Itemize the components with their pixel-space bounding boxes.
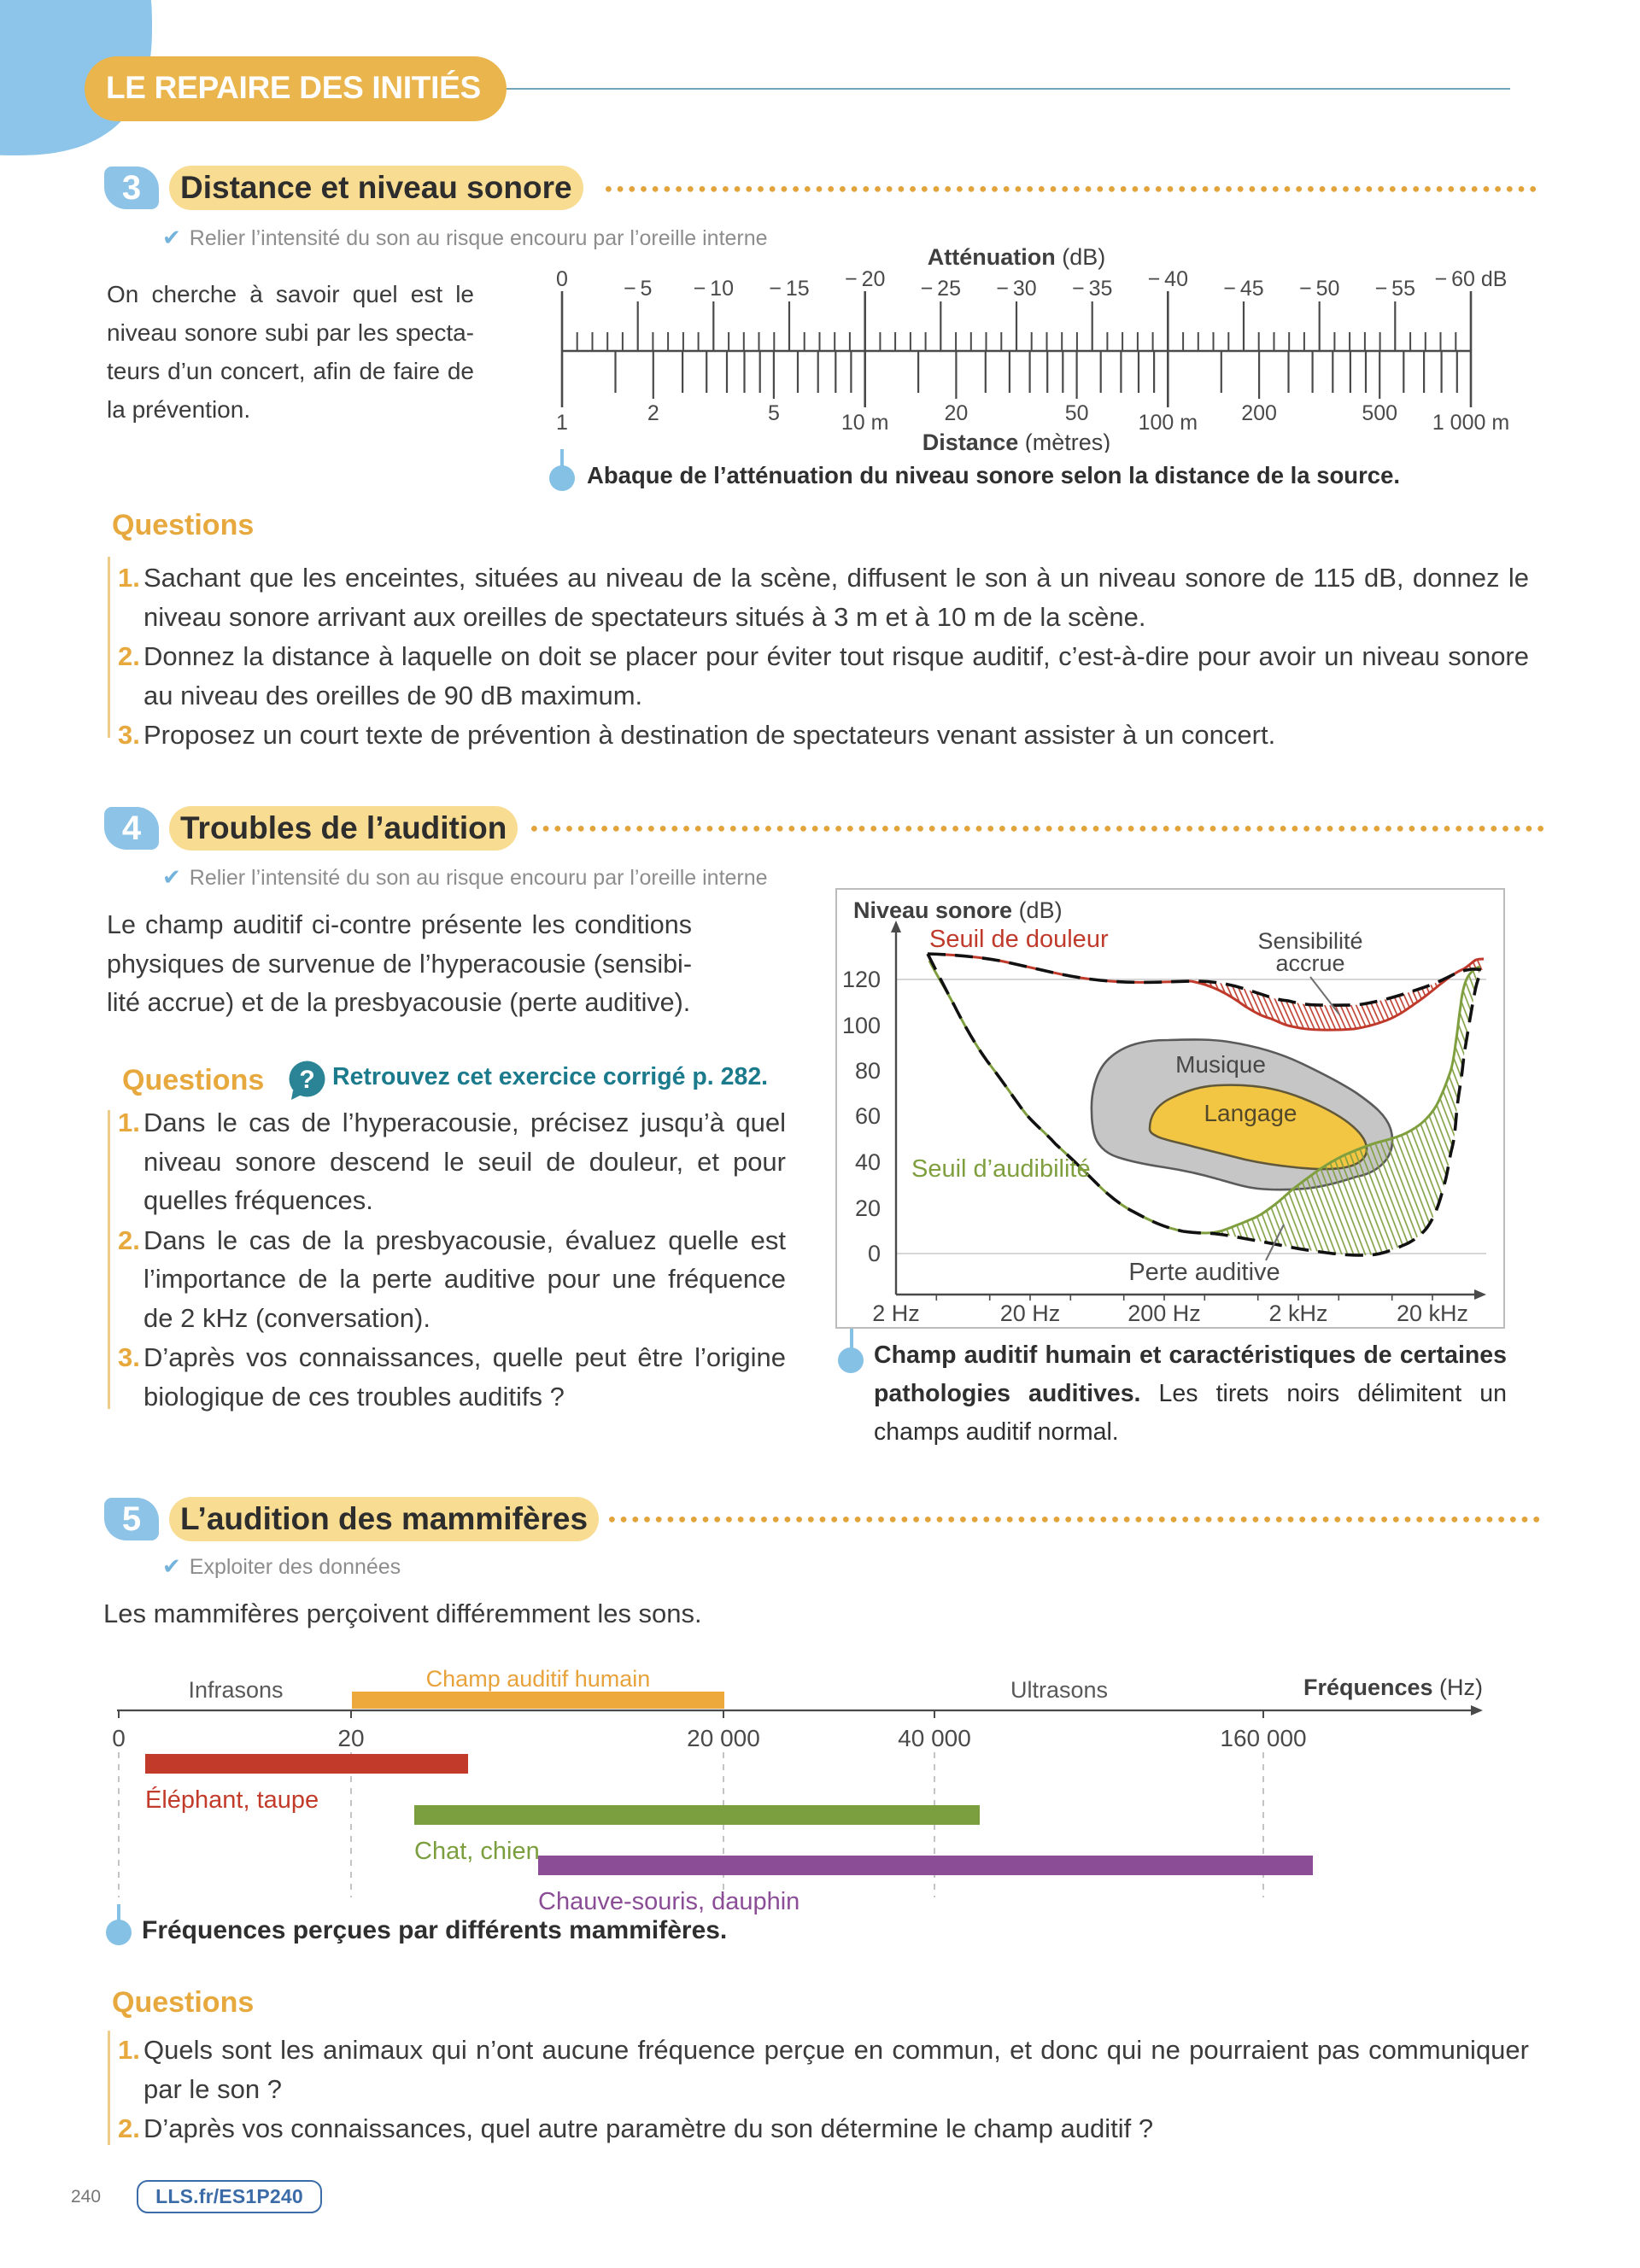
svg-text:10 m: 10 m bbox=[841, 411, 889, 435]
svg-text:Seuil d’audibilité: Seuil d’audibilité bbox=[911, 1155, 1091, 1183]
svg-text:20 Hz: 20 Hz bbox=[1000, 1301, 1061, 1326]
svg-text:Ultrasons: Ultrasons bbox=[1010, 1677, 1108, 1703]
svg-text:Chauve-souris, dauphin: Chauve-souris, dauphin bbox=[538, 1888, 800, 1915]
svg-text:Seuil de douleur: Seuil de douleur bbox=[929, 926, 1109, 953]
svg-text:200: 200 bbox=[1241, 401, 1277, 425]
svg-text:− 10: − 10 bbox=[694, 277, 734, 301]
svg-text:− 55: − 55 bbox=[1375, 277, 1415, 301]
svg-text:− 15: − 15 bbox=[769, 277, 809, 301]
svg-text:Distance (mètres): Distance (mètres) bbox=[922, 430, 1111, 453]
svg-text:0: 0 bbox=[556, 267, 568, 291]
svg-text:2 Hz: 2 Hz bbox=[872, 1301, 920, 1326]
svg-text:Perte auditive: Perte auditive bbox=[1128, 1259, 1280, 1286]
svg-text:1: 1 bbox=[556, 411, 568, 435]
svg-text:Langage: Langage bbox=[1204, 1100, 1297, 1126]
svg-text:0: 0 bbox=[112, 1725, 126, 1751]
svg-text:2: 2 bbox=[647, 401, 659, 425]
svg-text:Infrasons: Infrasons bbox=[188, 1677, 283, 1703]
svg-text:− 25: − 25 bbox=[921, 277, 961, 301]
svg-text:100: 100 bbox=[842, 1013, 881, 1038]
svg-text:1 000 m: 1 000 m bbox=[1432, 411, 1509, 435]
svg-text:Chat, chien: Chat, chien bbox=[414, 1838, 540, 1865]
svg-text:Musique: Musique bbox=[1175, 1051, 1266, 1078]
svg-text:500: 500 bbox=[1362, 401, 1397, 425]
svg-text:80: 80 bbox=[855, 1058, 881, 1084]
svg-text:− 5: − 5 bbox=[624, 277, 653, 301]
svg-text:20 000: 20 000 bbox=[687, 1725, 760, 1751]
svg-text:?: ? bbox=[299, 1066, 314, 1094]
svg-text:Fréquences (Hz): Fréquences (Hz) bbox=[1303, 1675, 1483, 1700]
svg-text:40 000: 40 000 bbox=[898, 1725, 971, 1751]
svg-text:Atténuation (dB): Atténuation (dB) bbox=[928, 244, 1106, 270]
svg-text:120: 120 bbox=[842, 967, 881, 992]
svg-text:Champ auditif humain: Champ auditif humain bbox=[426, 1666, 651, 1692]
svg-text:200 Hz: 200 Hz bbox=[1128, 1301, 1201, 1326]
svg-text:− 50: − 50 bbox=[1299, 277, 1339, 301]
svg-text:160 000: 160 000 bbox=[1220, 1725, 1306, 1751]
svg-text:60: 60 bbox=[855, 1103, 881, 1129]
svg-text:40: 40 bbox=[855, 1149, 881, 1175]
svg-text:accrue: accrue bbox=[1275, 950, 1344, 976]
svg-text:20: 20 bbox=[855, 1195, 881, 1221]
svg-text:− 35: − 35 bbox=[1072, 277, 1112, 301]
svg-text:− 30: − 30 bbox=[996, 277, 1036, 301]
svg-text:20: 20 bbox=[337, 1725, 364, 1751]
svg-text:− 40: − 40 bbox=[1148, 267, 1188, 291]
svg-text:100 m: 100 m bbox=[1139, 411, 1198, 435]
svg-text:Niveau sonore (dB): Niveau sonore (dB) bbox=[853, 897, 1063, 923]
svg-text:− 60 dB: − 60 dB bbox=[1435, 267, 1508, 291]
svg-text:Sensibilité: Sensibilité bbox=[1257, 928, 1362, 954]
svg-text:20 kHz: 20 kHz bbox=[1397, 1301, 1468, 1326]
svg-text:50: 50 bbox=[1065, 401, 1089, 425]
svg-text:2 kHz: 2 kHz bbox=[1268, 1301, 1327, 1326]
svg-text:5: 5 bbox=[768, 401, 780, 425]
svg-text:− 20: − 20 bbox=[845, 267, 885, 291]
svg-text:20: 20 bbox=[944, 401, 968, 425]
svg-text:Éléphant, taupe: Éléphant, taupe bbox=[145, 1786, 319, 1814]
svg-text:− 45: − 45 bbox=[1223, 277, 1263, 301]
svg-text:0: 0 bbox=[868, 1241, 881, 1266]
